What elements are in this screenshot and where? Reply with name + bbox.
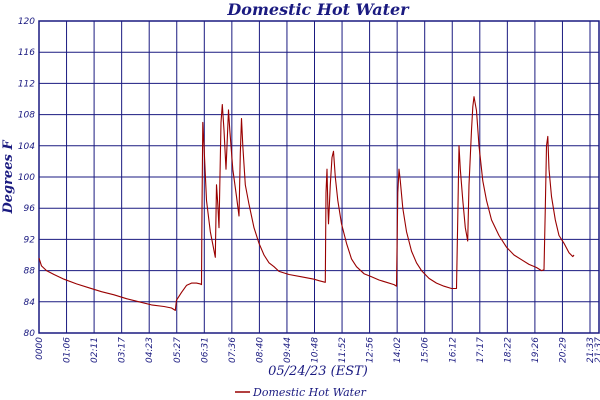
y-tick-label: 104	[18, 142, 35, 152]
x-tick-label: 10:48	[311, 337, 321, 363]
x-tick-label: 08:40	[255, 337, 265, 363]
y-tick-label: 120	[18, 17, 35, 27]
x-tick-label: 0000	[35, 337, 45, 360]
x-tick-label: 14:02	[393, 337, 403, 363]
x-tick-label: 19:26	[531, 337, 541, 363]
x-tick-label: 21:33	[586, 337, 596, 363]
x-tick-label: 20:29	[558, 337, 568, 363]
y-axis-ticks: 80 84 88 92 96 100 104 108 112 116 120	[18, 17, 35, 339]
x-tick-label: 11:52	[338, 337, 348, 363]
series-layer	[38, 96, 575, 311]
x-axis-ticks: 0000 01:06 02:11 03:17 04:23 05:27 06:31 07:36 0…	[35, 337, 600, 363]
x-tick-label: 17:17	[476, 337, 486, 363]
x-tick-label: 06:31	[200, 337, 210, 363]
legend-entry-domestic-hot-water: Domestic Hot Water	[252, 386, 367, 399]
y-tick-label: 112	[18, 79, 35, 89]
x-tick-label: 05:27	[173, 337, 183, 363]
y-axis-label: Degrees F	[1, 140, 16, 215]
x-tick-label: 03:17	[118, 337, 128, 363]
legend: Domestic Hot Water	[235, 386, 367, 399]
y-tick-label: 88	[24, 267, 36, 277]
chart-title: Domestic Hot Water	[226, 0, 410, 19]
x-tick-label: 12:56	[366, 337, 376, 363]
x-tick-label: 02:11	[90, 337, 100, 363]
series-line-domestic-hot-water	[38, 96, 575, 311]
x-tick-label: 15:06	[421, 337, 431, 363]
x-axis-label: 05/24/23 (EST)	[268, 364, 368, 379]
x-tick-label: 21:37	[594, 337, 600, 363]
y-tick-label: 96	[24, 204, 36, 214]
x-tick-label: 01:06	[63, 337, 73, 363]
y-tick-label: 92	[24, 235, 36, 245]
x-tick-label: 09:44	[283, 337, 293, 363]
x-tick-label: 04:23	[145, 337, 155, 363]
x-tick-label: 18:22	[503, 337, 513, 363]
plot-area-border	[38, 20, 600, 334]
y-tick-label: 84	[24, 298, 36, 308]
y-tick-label: 100	[18, 173, 35, 183]
x-tick-label: 16:12	[448, 337, 458, 363]
x-tick-label: 07:36	[228, 337, 238, 363]
y-tick-label: 116	[18, 48, 35, 58]
y-tick-label: 80	[24, 329, 36, 339]
y-tick-label: 108	[18, 111, 35, 121]
